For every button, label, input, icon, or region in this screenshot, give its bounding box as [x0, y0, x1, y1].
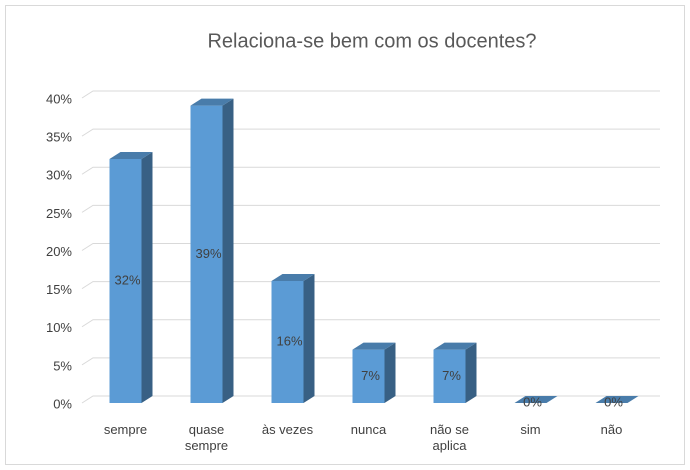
bar-side — [141, 152, 153, 403]
y-tick-label: 5% — [53, 358, 72, 373]
x-tick-label: às vezes — [261, 422, 314, 437]
grid-line — [81, 281, 660, 290]
data-label: 0% — [523, 394, 542, 409]
data-label: 32% — [114, 272, 140, 287]
bar-side — [465, 342, 477, 403]
bar-front — [190, 105, 223, 403]
bar-side — [384, 342, 396, 403]
x-tick-label: não — [600, 422, 623, 437]
x-tick-label: sempre — [103, 422, 148, 437]
bar-front — [271, 281, 304, 403]
data-label: 39% — [195, 246, 221, 261]
y-tick-label: 40% — [46, 91, 72, 106]
bar-top — [595, 396, 639, 403]
y-tick-label: 35% — [46, 130, 72, 145]
x-tick-label: não se aplica — [429, 422, 470, 453]
bar-front — [352, 349, 385, 403]
bar — [271, 274, 315, 403]
y-tick-label: 0% — [53, 396, 72, 411]
bar-top — [352, 342, 396, 350]
bar-top — [109, 152, 153, 159]
y-tick-label: 15% — [46, 282, 72, 297]
bar-top — [514, 396, 558, 403]
bar — [190, 98, 234, 403]
bar-side — [303, 274, 315, 403]
bar-front — [109, 159, 142, 403]
bar-front — [433, 349, 466, 403]
bar-side — [222, 98, 234, 403]
bar — [595, 396, 639, 403]
y-tick-label: 25% — [46, 206, 72, 221]
bar-top — [433, 342, 477, 350]
data-label: 0% — [604, 394, 623, 409]
bar — [352, 342, 396, 403]
grid-line — [81, 128, 660, 137]
chart-title: Relaciona-se bem com os docentes? — [207, 30, 536, 52]
grid-line — [81, 90, 660, 99]
data-label: 7% — [361, 368, 380, 383]
bar-top — [271, 274, 315, 281]
bar — [514, 396, 558, 403]
grid-line — [81, 319, 660, 328]
y-tick-label: 20% — [46, 244, 72, 259]
x-tick-label: sim — [520, 422, 541, 437]
grid-line — [81, 166, 660, 175]
bar — [433, 342, 477, 403]
x-tick-label: quase sempre — [184, 422, 229, 453]
bar-top — [190, 98, 234, 106]
data-label: 16% — [276, 333, 302, 348]
bar — [109, 152, 153, 403]
x-tick-label: nunca — [350, 422, 387, 437]
data-label: 7% — [442, 368, 461, 383]
y-tick-label: 30% — [46, 168, 72, 183]
grid-line — [81, 204, 660, 213]
grid-line — [81, 243, 660, 251]
y-tick-label: 10% — [46, 320, 72, 335]
